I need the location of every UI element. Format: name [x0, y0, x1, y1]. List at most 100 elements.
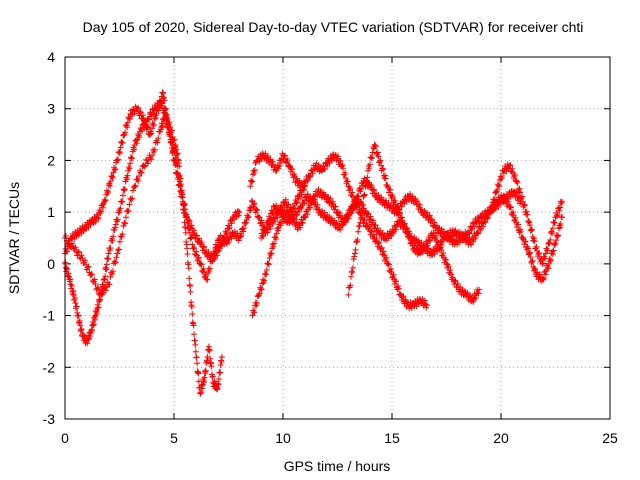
data-point-interp: [109, 271, 116, 278]
data-point-interp: [528, 226, 535, 233]
data-point-interp: [238, 232, 245, 239]
data-point-interp: [421, 297, 428, 304]
data-point-interp: [523, 211, 530, 218]
data-point-interp: [85, 224, 92, 231]
data-point-interp: [524, 211, 531, 218]
data-point-interp: [190, 322, 197, 329]
data-point-interp: [269, 210, 276, 217]
data-point-interp: [163, 114, 170, 121]
data-point-interp: [557, 204, 564, 211]
data-point: [552, 240, 559, 247]
y-tick-label: 2: [47, 152, 55, 168]
data-point-interp: [185, 265, 192, 272]
data-point-interp: [82, 257, 89, 264]
data-point-interp: [195, 370, 202, 377]
data-point-interp: [122, 129, 129, 136]
data-point-interp: [333, 220, 340, 227]
data-point-interp: [119, 231, 126, 238]
data-point-interp: [392, 226, 399, 233]
data-point-interp: [339, 222, 346, 229]
data-point-interp: [295, 195, 302, 202]
data-point-interp: [91, 276, 98, 283]
data-point-interp: [428, 252, 435, 259]
data-point-interp: [267, 251, 274, 258]
data-point-interp: [508, 168, 515, 175]
data-point-interp: [288, 218, 295, 225]
data-point-interp: [549, 225, 556, 232]
data-point-interp: [150, 122, 157, 129]
data-point-interp: [395, 285, 402, 292]
data-point-interp: [278, 159, 285, 166]
data-point-interp: [68, 282, 75, 289]
data-point-interp: [290, 204, 297, 211]
data-point-interp: [193, 248, 200, 255]
data-point-interp: [515, 221, 522, 228]
data-point: [114, 250, 121, 257]
data-point-interp: [115, 246, 122, 253]
data-point-interp: [525, 245, 532, 252]
data-point-interp: [477, 213, 484, 220]
data-point-interp: [188, 222, 195, 229]
data-point-interp: [545, 265, 552, 272]
data-point-interp: [89, 328, 96, 335]
data-point-interp: [540, 260, 547, 267]
data-point-interp: [475, 230, 482, 237]
chart-title: Day 105 of 2020, Sidereal Day-to-day VTE…: [83, 19, 584, 35]
data-point-interp: [247, 207, 254, 214]
plot-frame: [64, 56, 611, 420]
data-point-interp: [448, 271, 455, 278]
data-point-interp: [424, 242, 431, 249]
data-point-interp: [529, 257, 536, 264]
data-point: [218, 353, 225, 360]
data-point-interp: [304, 177, 311, 184]
data-point-interp: [271, 240, 278, 247]
data-point-interp: [94, 285, 101, 292]
data-point-interp: [256, 290, 263, 297]
x-tick-label: 20: [493, 430, 509, 446]
data-point-interp: [382, 256, 389, 263]
data-point-interp: [355, 228, 362, 235]
data-point-interp: [254, 300, 261, 307]
data-point-interp: [297, 224, 304, 231]
data-point-interp: [513, 190, 520, 197]
data-point-interp: [135, 178, 142, 185]
data-point-interp: [215, 236, 222, 243]
data-point-interp: [388, 195, 395, 202]
y-tick-label: 1: [47, 204, 55, 220]
data-point-interp: [346, 209, 353, 216]
data-point-interp: [434, 248, 441, 255]
data-point-interp: [117, 205, 124, 212]
data-point-interp: [101, 196, 108, 203]
data-point-interp: [329, 198, 336, 205]
data-point-interp: [481, 218, 488, 225]
y-tick-label: -2: [43, 359, 56, 375]
data-point-interp: [118, 234, 125, 241]
data-point-interp: [170, 149, 177, 156]
data-point-interp: [491, 196, 498, 203]
data-point-interp: [114, 218, 121, 225]
data-point: [138, 126, 145, 133]
data-point-interp: [545, 240, 552, 247]
data-point-interp: [302, 214, 309, 221]
data-point-interp: [424, 209, 431, 216]
data-point-interp: [519, 193, 526, 200]
data-point-interp: [119, 139, 126, 146]
data-point-interp: [89, 271, 96, 278]
data-point-interp: [137, 108, 144, 115]
data-point-interp: [208, 363, 215, 370]
data-point-interp: [549, 251, 556, 258]
data-point: [96, 291, 103, 298]
data-point: [487, 209, 494, 216]
data-point-interp: [105, 188, 112, 195]
data-point-interp: [139, 112, 146, 119]
data-point-interp: [354, 203, 361, 210]
data-point-interp: [370, 231, 377, 238]
data-point-interp: [347, 186, 354, 193]
data-point-interp: [192, 341, 199, 348]
data-point-interp: [206, 265, 213, 272]
data-point-interp: [302, 182, 309, 189]
data-point-interp: [475, 290, 482, 297]
data-point-interp: [274, 227, 281, 234]
data-point-interp: [282, 196, 289, 203]
data-point-interp: [536, 250, 543, 257]
